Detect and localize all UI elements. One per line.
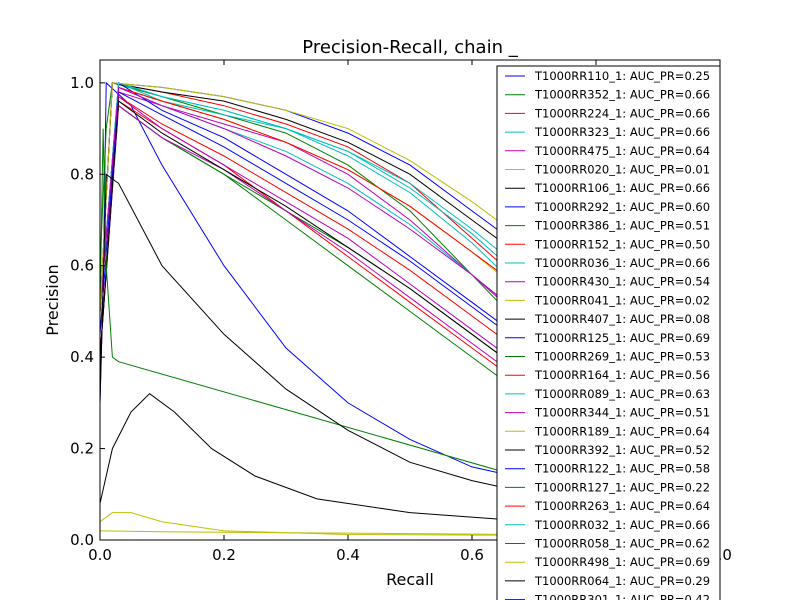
legend-entry-label: T1000RR020_1: AUC_PR=0.01 — [534, 163, 710, 177]
legend-entry-label: T1000RR475_1: AUC_PR=0.64 — [534, 144, 710, 158]
legend-entry-label: T1000RR152_1: AUC_PR=0.50 — [534, 237, 710, 251]
legend-entry-label: T1000RR224_1: AUC_PR=0.66 — [534, 106, 710, 120]
legend-entry-label: T1000RR352_1: AUC_PR=0.66 — [534, 88, 710, 102]
y-tick-label: 0.4 — [70, 348, 94, 366]
legend-entry-label: T1000RR498_1: AUC_PR=0.69 — [534, 555, 710, 569]
legend-entry-label: T1000RR189_1: AUC_PR=0.64 — [534, 424, 710, 438]
y-tick-label: 1.0 — [70, 74, 94, 92]
legend-entry-label: T1000RR122_1: AUC_PR=0.58 — [534, 462, 710, 476]
legend-entry-label: T1000RR127_1: AUC_PR=0.22 — [534, 480, 710, 494]
legend-entry-label: T1000RR106_1: AUC_PR=0.66 — [534, 181, 710, 195]
series-line-24 — [100, 86, 535, 312]
legend-box — [496, 65, 721, 600]
series-line-12 — [100, 95, 535, 376]
y-tick-label: 0.2 — [70, 440, 94, 458]
series-lines — [100, 81, 535, 536]
legend-entry-label: T1000RR323_1: AUC_PR=0.66 — [534, 125, 710, 139]
series-line-13 — [100, 530, 535, 535]
series-line-2 — [100, 82, 535, 340]
x-tick-label: 0.0 — [88, 546, 112, 564]
legend-entry-label: T1000RR032_1: AUC_PR=0.66 — [534, 518, 710, 532]
legend-entry-label: T1000RR386_1: AUC_PR=0.51 — [534, 219, 710, 233]
x-tick-label: 0.6 — [460, 546, 484, 564]
legend-entry-label: T1000RR036_1: AUC_PR=0.66 — [534, 256, 710, 270]
legend: T1000RR110_1: AUC_PR=0.25 T1000RR352_1: A… — [496, 65, 721, 600]
y-axis-label: Precision — [43, 264, 62, 335]
series-line-21 — [100, 100, 535, 381]
legend-entry-label: T1000RR344_1: AUC_PR=0.51 — [534, 406, 710, 420]
series-line-23 — [100, 128, 535, 482]
legend-entry-label: T1000RR263_1: AUC_PR=0.64 — [534, 499, 710, 513]
legend-entry-label: T1000RR269_1: AUC_PR=0.53 — [534, 350, 710, 364]
x-axis-label: Recall — [386, 570, 434, 589]
series-line-19 — [100, 104, 535, 390]
x-tick-label: 0.4 — [336, 546, 360, 564]
series-line-6 — [100, 512, 535, 536]
y-tick-label: 0.8 — [70, 165, 94, 183]
legend-entry-label: T1000RR301_1: AUC_PR=0.42 — [534, 593, 710, 600]
legend-entry-label: T1000RR292_1: AUC_PR=0.60 — [534, 200, 710, 214]
series-line-26 — [100, 86, 535, 326]
series-line-17 — [100, 95, 535, 363]
legend-entry-label: T1000RR164_1: AUC_PR=0.56 — [534, 368, 710, 382]
series-line-25 — [100, 82, 535, 312]
y-tick-label: 0.6 — [70, 257, 94, 275]
legend-entry-label: T1000RR392_1: AUC_PR=0.52 — [534, 443, 710, 457]
legend-entry-label: T1000RR089_1: AUC_PR=0.63 — [534, 387, 710, 401]
series-line-27 — [100, 82, 535, 312]
series-line-22 — [100, 91, 535, 354]
series-line-14 — [100, 393, 535, 523]
y-tick-label: 0.0 — [70, 531, 94, 549]
legend-entry-label: T1000RR407_1: AUC_PR=0.08 — [534, 312, 710, 326]
chart-title: Precision-Recall, chain _ — [302, 37, 518, 58]
series-line-28 — [100, 173, 535, 495]
legend-entry-label: T1000RR110_1: AUC_PR=0.25 — [534, 69, 710, 83]
x-tick-label: 0.2 — [212, 546, 236, 564]
legend-entry-label: T1000RR064_1: AUC_PR=0.29 — [534, 574, 710, 588]
legend-entry-label: T1000RR430_1: AUC_PR=0.54 — [534, 275, 710, 289]
legend-entry-label: T1000RR041_1: AUC_PR=0.02 — [534, 293, 710, 307]
legend-entry-label: T1000RR058_1: AUC_PR=0.62 — [534, 537, 710, 551]
legend-entry-label: T1000RR125_1: AUC_PR=0.69 — [534, 331, 710, 345]
